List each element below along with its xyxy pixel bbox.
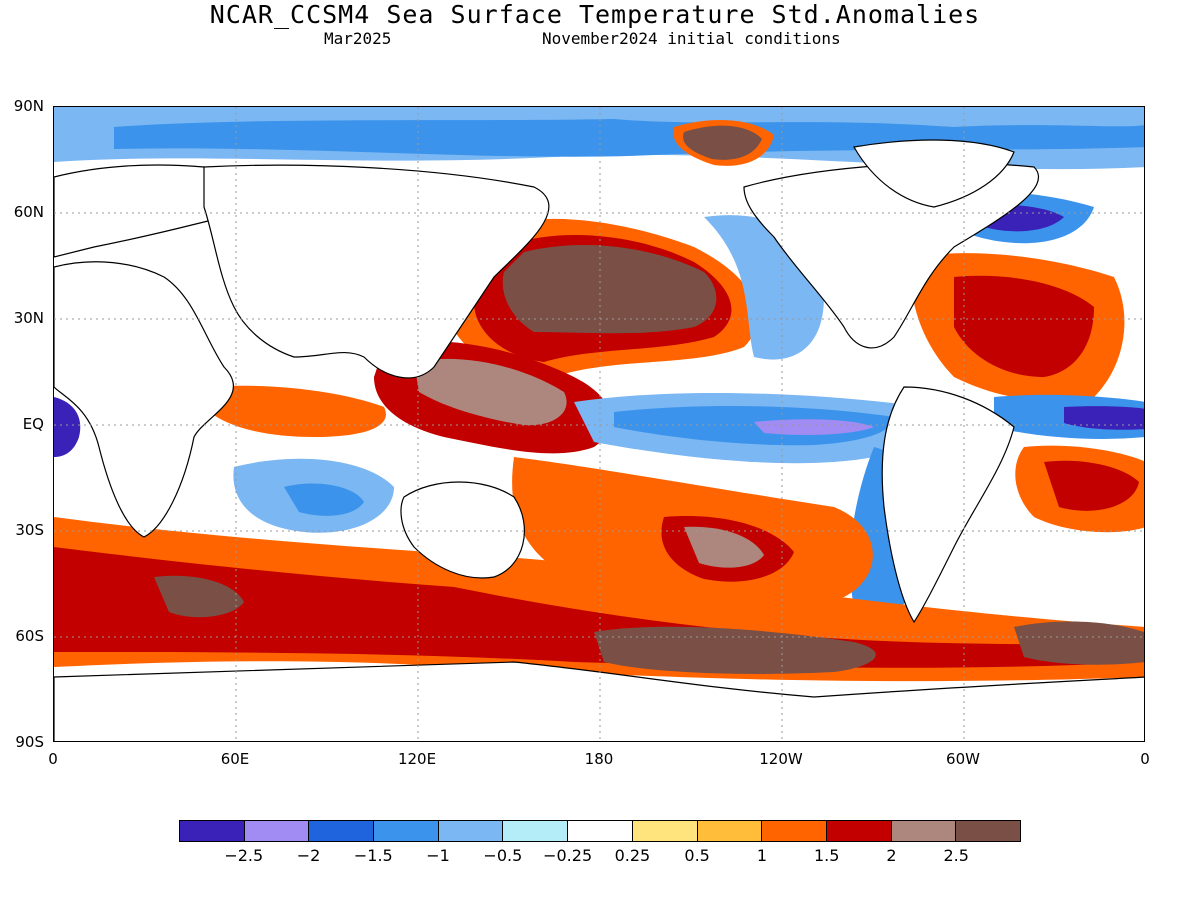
- lat-label-30n: 30N: [13, 309, 44, 327]
- legend-swatch: [438, 821, 504, 841]
- south-america-landmass: [881, 386, 1015, 624]
- arctic-warm: [683, 125, 762, 160]
- map-title: NCAR_CCSM4 Sea Surface Temperature Std.A…: [209, 0, 981, 29]
- legend-swatch: [244, 821, 310, 841]
- lat-label-60n: 60N: [13, 203, 44, 221]
- legend-label: −2.5: [224, 846, 264, 865]
- indian-ocean-warm: [204, 385, 386, 437]
- legend-swatch: [568, 821, 633, 841]
- equatorial-cool-tongue: [614, 405, 894, 446]
- lon-label-60e: 60E: [220, 750, 250, 768]
- legend-label: −1.5: [353, 846, 393, 865]
- forecast-month: Mar2025: [324, 29, 392, 48]
- legend-swatch: [309, 821, 375, 841]
- legend-label: 2.5: [943, 846, 969, 865]
- legend-swatch: [697, 821, 763, 841]
- legend-swatch: [762, 821, 827, 841]
- legend-label: 2: [886, 846, 897, 865]
- lat-label-60s: 60S: [15, 627, 44, 645]
- west-pacific-warm: [414, 358, 567, 426]
- lon-label-180: 180: [584, 750, 614, 768]
- southern-ocean-warm: [594, 626, 876, 674]
- north-pacific-warm: [502, 244, 717, 334]
- legend-label: −2: [296, 846, 321, 865]
- legend-label: 1: [756, 846, 768, 865]
- lon-label-0: 0: [48, 750, 58, 768]
- south-pacific-warm: [684, 526, 764, 568]
- lon-label-0-east: 0: [1140, 750, 1150, 768]
- south-atlantic-warm: [1044, 460, 1139, 511]
- legend-swatch: [374, 821, 439, 841]
- southern-ocean-warm: [54, 547, 1144, 668]
- initial-conditions: November2024 initial conditions: [542, 29, 841, 48]
- legend-label: 1.5: [813, 846, 840, 865]
- asia-landmass: [203, 164, 550, 379]
- legend-swatch: [503, 821, 569, 841]
- southern-ocean-warm: [154, 575, 244, 618]
- southern-ocean-warm: [1014, 621, 1144, 665]
- legend-label: −1: [426, 846, 450, 865]
- west-edge-cool: [54, 397, 81, 457]
- legend-swatch: [956, 821, 1020, 841]
- legend-label: 0.25: [614, 846, 651, 865]
- north-atlantic-warm: [954, 275, 1094, 377]
- legend-label: 0.5: [684, 846, 710, 865]
- legend-swatch: [891, 821, 957, 841]
- lon-label-60w: 60W: [946, 750, 980, 768]
- africa-landmass: [54, 261, 234, 538]
- equatorial-cool-tongue: [754, 419, 874, 435]
- lat-label-30s: 30S: [15, 521, 44, 539]
- color-scale-legend: [179, 820, 1021, 842]
- legend-swatch: [632, 821, 698, 841]
- legend-label: −0.25: [543, 846, 593, 865]
- indian-ocean-cool: [284, 483, 364, 516]
- lat-label-eq: EQ: [22, 415, 44, 433]
- sst-anomaly-map: [53, 106, 1145, 742]
- lon-label-120w: 120W: [759, 750, 803, 768]
- legend-swatch: [826, 821, 892, 841]
- legend-swatch: [180, 821, 245, 841]
- antarctica-landmass: [54, 661, 1144, 741]
- australia-landmass: [400, 481, 525, 579]
- lon-label-120e: 120E: [397, 750, 437, 768]
- equatorial-atlantic-cool: [1064, 406, 1144, 430]
- lat-label-90s: 90S: [15, 733, 44, 751]
- legend-label: −0.5: [483, 846, 523, 865]
- greenland-landmass: [853, 139, 1015, 208]
- lat-label-90n: 90N: [13, 97, 44, 115]
